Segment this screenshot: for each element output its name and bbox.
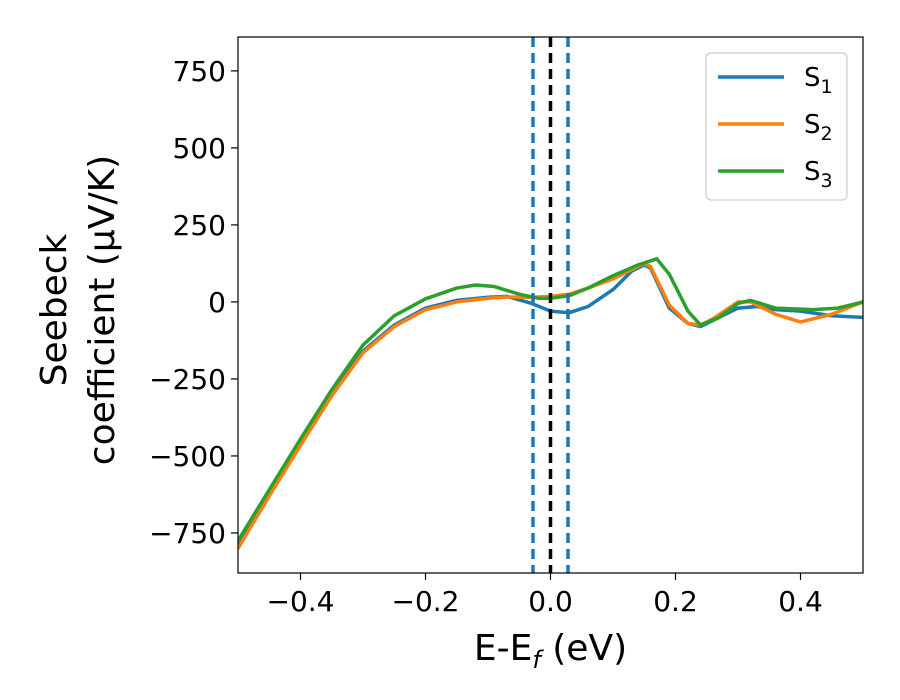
y-axis-label-line2: coefficient (μV/K) — [82, 155, 123, 465]
seebeck-chart: −0.4 −0.2 0.0 0.2 0.4 750 500 250 0 −250 −500 −750… — [0, 0, 900, 700]
y-axis-label-line1: Seebeck — [34, 233, 75, 386]
x-tick-label: −0.2 — [392, 585, 460, 618]
y-tick-label: 0 — [208, 286, 226, 319]
y-axis-ticks: 750 500 250 0 −250 −500 −750 — [149, 55, 238, 550]
y-axis-label: Seebeck coefficient (μV/K) — [34, 155, 123, 465]
x-tick-label: −0.4 — [267, 585, 335, 618]
x-tick-label: 0.0 — [528, 585, 573, 618]
x-axis-label: E-Ef (eV) — [474, 628, 627, 674]
y-tick-label: 500 — [173, 132, 226, 165]
y-tick-label: 750 — [173, 55, 226, 88]
y-tick-label: −250 — [149, 363, 226, 396]
y-tick-label: −750 — [149, 517, 226, 550]
x-axis-label-main: E-E — [474, 628, 532, 669]
y-tick-label: −500 — [149, 440, 226, 473]
y-tick-label: 250 — [173, 209, 226, 242]
x-tick-label: 0.2 — [653, 585, 698, 618]
x-axis-ticks: −0.4 −0.2 0.0 0.2 0.4 — [267, 573, 823, 618]
x-tick-label: 0.4 — [778, 585, 823, 618]
x-axis-label-unit: (eV) — [541, 628, 627, 669]
